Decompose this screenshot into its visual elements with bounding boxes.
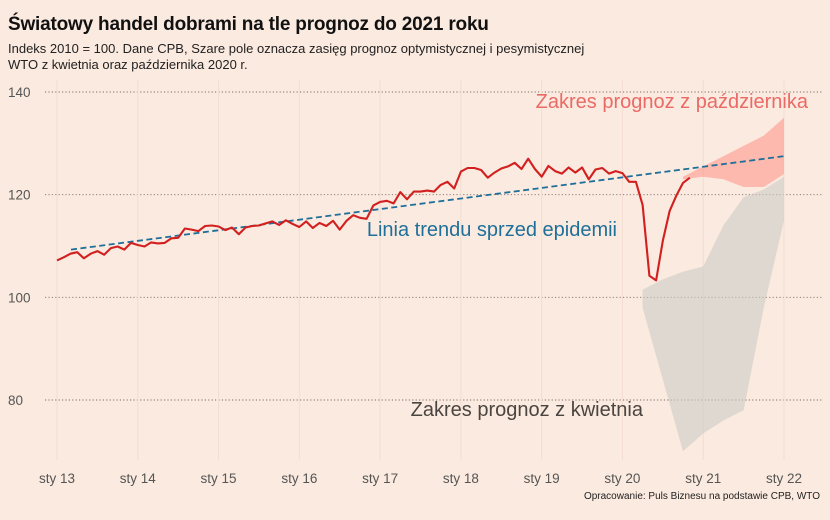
y-tick-label: 80: [8, 393, 23, 408]
chart-subtitle: Indeks 2010 = 100. Dane CPB, Szare pole …: [8, 41, 585, 72]
x-tick-label: sty 13: [39, 471, 75, 486]
x-tick-label: sty 15: [201, 471, 237, 486]
x-tick-label: sty 20: [604, 471, 640, 486]
x-tick-label: sty 19: [524, 471, 560, 486]
trend-line: [70, 155, 785, 251]
x-tick-label: sty 21: [685, 471, 721, 486]
y-tick-label: 120: [8, 188, 31, 203]
april-forecast-band: [642, 176, 784, 452]
october-forecast-band: [683, 117, 784, 187]
april-band-label: Zakres prognoz z kwietnia: [411, 399, 644, 421]
october-band-label: Zakres prognoz z października: [536, 91, 809, 113]
x-tick-label: sty 17: [362, 471, 398, 486]
trend-label: Linia trendu sprzed epidemii: [367, 219, 617, 241]
series-line: [56, 157, 691, 282]
y-tick-label: 140: [8, 85, 31, 100]
x-tick-label: sty 16: [281, 471, 317, 486]
x-tick-label: sty 14: [120, 471, 157, 486]
chart-title: Światowy handel dobrami na tle prognoz d…: [8, 14, 489, 35]
y-tick-label: 100: [8, 290, 31, 305]
x-tick-label: sty 22: [766, 471, 802, 486]
x-tick-label: sty 18: [443, 471, 479, 486]
source-note: Opracowanie: Puls Biznesu na podstawie C…: [583, 491, 820, 502]
